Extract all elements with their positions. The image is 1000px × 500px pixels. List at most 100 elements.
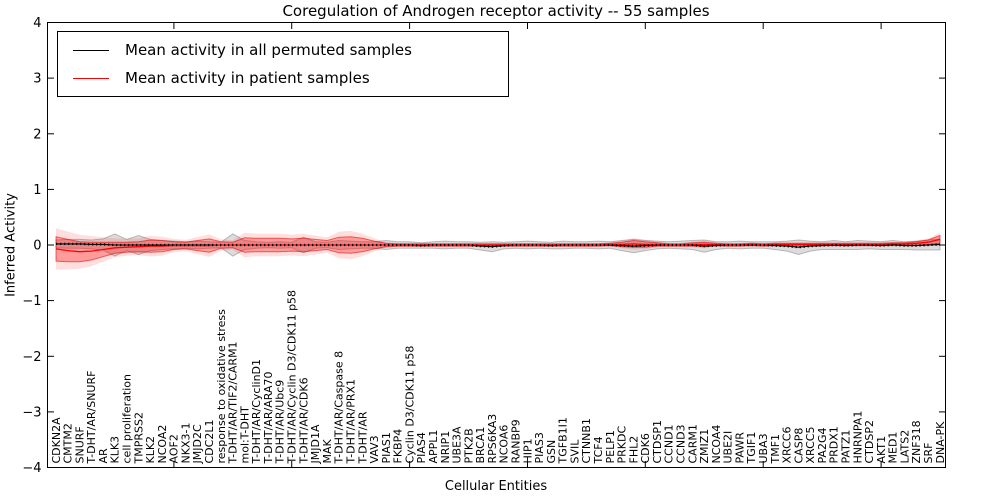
x-entity-label: SVIL <box>568 439 581 464</box>
x-axis-label: Cellular Entities <box>444 479 548 494</box>
x-entity-label: T-DHT/AR/ARA70 <box>262 372 275 465</box>
x-entity-label: PRDX1 <box>828 426 841 463</box>
patient-std-band <box>55 234 941 263</box>
x-entity-label: NCOA2 <box>156 425 169 464</box>
x-entity-label: mol:T-DHT <box>238 406 251 464</box>
x-entity-label: AR <box>97 448 110 464</box>
x-entity-label: NCOA4 <box>710 425 723 464</box>
x-entity-label: CARM1 <box>686 424 699 463</box>
x-entity-label: T-DHT/AR/Caspase 8 <box>333 351 346 465</box>
x-entity-label: TGIF1 <box>745 432 758 465</box>
x-entity-label: T-DHT/AR/TIF2/CARM1 <box>227 341 240 464</box>
x-entity-label: T-DHT/AR/PRX1 <box>345 379 358 465</box>
x-entity-label: PIAS1 <box>380 432 393 463</box>
y-tick-label: −4 <box>22 461 41 476</box>
x-entity-label: PELP1 <box>604 430 617 463</box>
x-entity-label: KLK2 <box>144 436 157 464</box>
x-entity-label: VAV3 <box>368 435 381 463</box>
y-tick-label: −1 <box>22 294 41 309</box>
y-axis-label: Inferred Activity <box>3 193 19 297</box>
x-entity-label: CTNNB1 <box>580 418 593 463</box>
permuted-line-markers <box>56 242 941 249</box>
x-entity-label: T-DHT/AR/SNURF <box>85 371 98 465</box>
x-entity-label: ZMIZ1 <box>698 429 711 464</box>
x-entity-label: HIP1 <box>521 438 534 463</box>
x-entity-label: HNRNPA1 <box>851 411 864 464</box>
x-entity-label: CTDSP1 <box>651 420 664 463</box>
x-entity-label: UBA3 <box>757 433 770 463</box>
permuted-line-swatch <box>73 49 109 51</box>
x-entity-label: LATS2 <box>898 430 911 464</box>
patient-mean-line <box>55 238 941 253</box>
x-entity-label: TGFB1I1 <box>557 417 570 464</box>
x-entity-label: TCF4 <box>592 436 605 464</box>
y-tick-label: 0 <box>33 239 41 254</box>
x-entity-label: NRIP1 <box>439 431 452 464</box>
x-entity-label: FKBP4 <box>392 429 405 464</box>
x-entity-label: SRF <box>922 443 935 464</box>
x-entity-label: PATZ1 <box>840 430 853 464</box>
x-entity-label: PAWR <box>733 432 746 464</box>
y-tick-label: −3 <box>22 405 41 420</box>
patient-line-swatch <box>73 77 109 79</box>
y-tick-label: 1 <box>33 183 41 198</box>
x-entity-label: response to oxidative stress <box>215 309 228 464</box>
y-tick-label: −2 <box>22 350 41 365</box>
x-entity-label: CDC2L1 <box>203 420 216 464</box>
x-entity-label: ZNF318 <box>910 420 923 463</box>
x-entity-label: CASP8 <box>792 428 805 464</box>
x-entity-label: T-DHT/AR <box>356 411 369 464</box>
x-entity-label: RPS6KA3 <box>486 414 499 464</box>
x-entity-label: UBE2I <box>722 431 735 464</box>
x-entity-label: CMTM2 <box>62 423 75 463</box>
x-entity-label: PRKDC <box>616 426 629 464</box>
x-entity-label: CTDSP2 <box>863 420 876 463</box>
legend-label-patient: Mean activity in patient samples <box>125 69 370 87</box>
x-entity-label: MAK <box>321 438 334 463</box>
x-entity-label: CDK6 <box>639 433 652 463</box>
x-entity-label: PTK2B <box>462 428 475 463</box>
x-entity-label: RANBP9 <box>510 419 523 463</box>
x-entity-label: T-DHT/AR/CyclinD1 <box>250 359 263 465</box>
legend-entry-permuted: Mean activity in all permuted samples <box>58 36 508 64</box>
x-entity-label: TMPRSS2 <box>132 412 145 464</box>
x-entity-label: BRCA1 <box>474 427 487 464</box>
x-entity-label: T-DHT/AR/CDK6 <box>297 377 310 464</box>
x-entity-label: SNURF <box>73 426 86 463</box>
axes-frame <box>47 22 946 468</box>
x-entity-label: JMJD1A <box>309 424 322 464</box>
x-entity-label: TMF1 <box>769 434 782 465</box>
x-entity-label: CCND3 <box>675 424 688 463</box>
x-entity-label: NKX3-1 <box>180 423 193 464</box>
x-entity-label: JMJD2C <box>191 424 204 464</box>
x-entity-label: AOF2 <box>168 434 181 463</box>
y-tick-label: 2 <box>33 127 41 142</box>
x-entity-label: XRCC6 <box>781 427 794 464</box>
x-entity-label: NCOA6 <box>498 425 511 464</box>
x-entity-label: PA2G4 <box>816 428 829 464</box>
y-tick-label: 4 <box>33 16 41 31</box>
x-entity-label: KLK3 <box>109 436 122 464</box>
y-tick-label: 3 <box>33 72 41 87</box>
chart-title: Coregulation of Androgen receptor activi… <box>282 2 710 20</box>
x-entity-label: T-DHT/AR/Cyclin D3/CDK11 p58 <box>286 290 299 465</box>
x-entity-label: UBE3A <box>451 426 464 464</box>
legend: Mean activity in all permuted samples Me… <box>57 31 509 97</box>
x-entity-label: GSN <box>545 440 558 464</box>
x-entity-label: CDKN2A <box>50 417 63 464</box>
x-entity-label: Cyclin D3/CDK11 p58 <box>403 346 416 464</box>
x-entity-label: PIAS3 <box>533 432 546 463</box>
x-entity-label: FHL2 <box>627 436 640 464</box>
x-entity-label: T-DHT/AR/Ubc9 <box>274 380 287 465</box>
legend-entry-patient: Mean activity in patient samples <box>58 64 508 92</box>
x-entity-label: DNA-PK <box>934 421 947 464</box>
x-entity-label: XRCC5 <box>804 427 817 464</box>
x-entity-label: PIAS4 <box>415 432 428 463</box>
x-entity-label: CCND1 <box>663 424 676 463</box>
x-entity-label: APPL1 <box>427 430 440 464</box>
legend-label-permuted: Mean activity in all permuted samples <box>125 41 412 59</box>
x-entity-label: AKT1 <box>875 436 888 464</box>
x-entity-label: cell proliferation <box>121 374 134 464</box>
